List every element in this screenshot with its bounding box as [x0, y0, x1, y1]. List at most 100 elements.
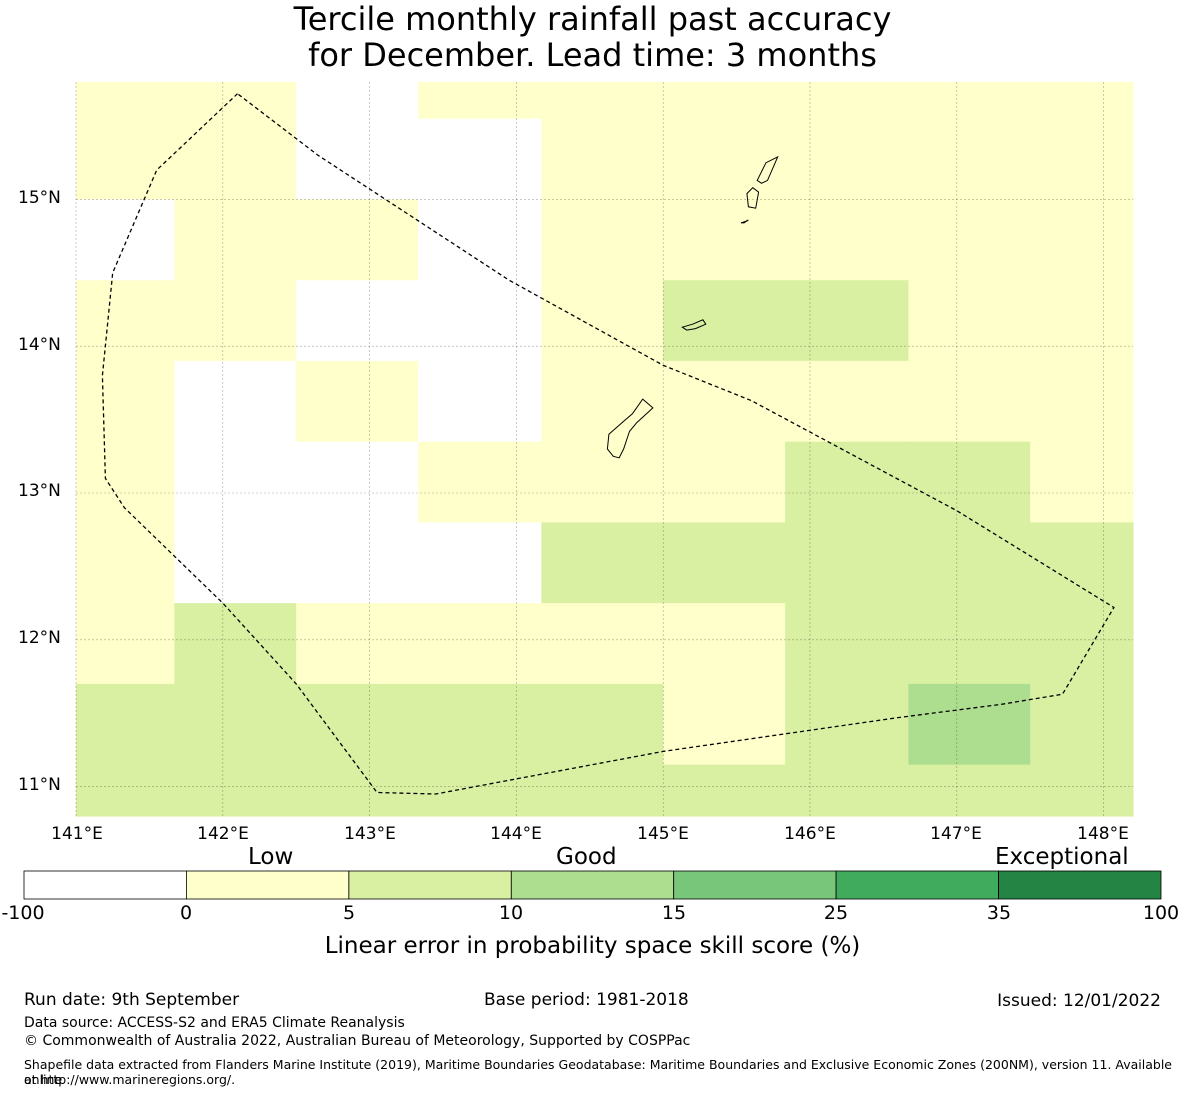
skill-cell: [541, 764, 664, 817]
lon-label-148: 148°E: [1077, 824, 1129, 844]
skill-cell: [908, 441, 1031, 523]
skill-cell: [174, 441, 297, 523]
skill-cell: [76, 199, 175, 281]
skill-cell: [908, 280, 1031, 362]
skill-cell: [76, 764, 175, 817]
skill-cell: [174, 603, 297, 685]
skill-cell: [76, 118, 175, 200]
lat-label-11: 11°N: [18, 775, 61, 795]
island-guam: [606, 398, 654, 459]
skill-cell: [296, 360, 419, 443]
skill-cell: [296, 280, 419, 362]
skill-cell: [418, 683, 542, 766]
skill-cell: [785, 603, 909, 685]
shapefile-credit-line2: at http://www.marineregions.org/.: [24, 1072, 236, 1087]
skill-cell: [174, 522, 297, 604]
skill-cells: [76, 82, 1134, 817]
skill-cell: [541, 82, 664, 120]
skill-cell: [908, 764, 1031, 817]
skill-cell: [541, 603, 664, 685]
skill-cell: [296, 764, 419, 817]
skill-cell: [174, 199, 297, 281]
skill-cell: [296, 82, 419, 120]
skill-cell: [174, 280, 297, 362]
skill-cell: [1030, 360, 1134, 443]
base-period: Base period: 1981-2018: [484, 990, 689, 1010]
lon-label-145: 145°E: [637, 824, 689, 844]
skill-cell: [663, 764, 786, 817]
skill-cell: [1030, 82, 1134, 120]
skill-cell: [663, 82, 786, 120]
skill-cell: [541, 199, 664, 281]
skill-cell: [663, 199, 786, 281]
lon-label-147: 147°E: [930, 824, 982, 844]
colorbar-segment: [23, 870, 187, 900]
skill-cell: [1030, 280, 1134, 362]
skill-cell: [663, 683, 786, 766]
skill-cell: [785, 199, 909, 281]
data-source: Data source: ACCESS-S2 and ERA5 Climate …: [24, 1015, 405, 1031]
skill-cell: [418, 199, 542, 281]
lon-label-142: 142°E: [197, 824, 249, 844]
skill-cell: [1030, 522, 1134, 604]
skill-cell: [174, 82, 297, 120]
skill-cell: [541, 360, 664, 443]
skill-cell: [174, 764, 297, 817]
skill-cell: [785, 360, 909, 443]
lon-label-144: 144°E: [490, 824, 542, 844]
island-rota: [681, 319, 707, 331]
colorbar-tick: 100: [1142, 902, 1180, 924]
skill-cell: [663, 118, 786, 200]
skill-cell: [418, 764, 542, 817]
lon-label-141: 141°E: [51, 824, 103, 844]
skill-cell: [785, 280, 909, 362]
skill-cell: [76, 82, 175, 120]
eez-boundary: [101, 93, 1115, 795]
skill-cell: [908, 199, 1031, 281]
skill-cell: [174, 118, 297, 200]
run-date: Run date: 9th September: [24, 990, 240, 1010]
colorbar-tick: 0: [179, 902, 193, 924]
skill-cell: [1030, 199, 1134, 281]
colorbar-tick: -100: [1, 902, 45, 924]
skill-cell: [1030, 764, 1134, 817]
skill-cell: [663, 522, 786, 604]
skill-cell: [908, 118, 1031, 200]
skill-cell: [296, 118, 419, 200]
skill-cell: [785, 522, 909, 604]
skill-cell: [785, 764, 909, 817]
island-saipan: [756, 155, 779, 184]
skill-cell: [541, 441, 664, 523]
skill-cell: [541, 522, 664, 604]
skill-cell: [663, 360, 786, 443]
skill-cell: [296, 603, 419, 685]
shapefile-credit-line1: Shapefile data extracted from Flanders M…: [24, 1057, 1172, 1087]
skill-cell: [663, 603, 786, 685]
skill-cell: [663, 280, 786, 362]
skill-cell: [418, 360, 542, 443]
skill-cell: [541, 683, 664, 766]
colorbar-segment: [835, 870, 999, 900]
skill-cell: [174, 360, 297, 443]
skill-cell: [418, 603, 542, 685]
skill-cell: [418, 280, 542, 362]
map-title-line1: Tercile monthly rainfall past accuracy: [293, 0, 892, 38]
skill-cell: [541, 280, 664, 362]
colorbar-segment: [998, 870, 1162, 900]
skill-cell: [174, 683, 297, 766]
skill-cell: [908, 683, 1031, 766]
skill-cell: [296, 683, 419, 766]
skill-cell: [418, 441, 542, 523]
colorbar-category-good: Good: [556, 844, 617, 870]
colorbar-label: Linear error in probability space skill …: [324, 933, 861, 959]
copyright: © Commonwealth of Australia 2022, Austra…: [24, 1033, 691, 1049]
colorbar-tick: 15: [661, 902, 687, 924]
skill-cell: [1030, 603, 1134, 685]
skill-cell: [76, 280, 175, 362]
skill-cell: [541, 118, 664, 200]
skill-cell: [76, 522, 175, 604]
skill-cell: [1030, 118, 1134, 200]
colorbar-tick: 35: [986, 902, 1012, 924]
skill-cell: [296, 199, 419, 281]
